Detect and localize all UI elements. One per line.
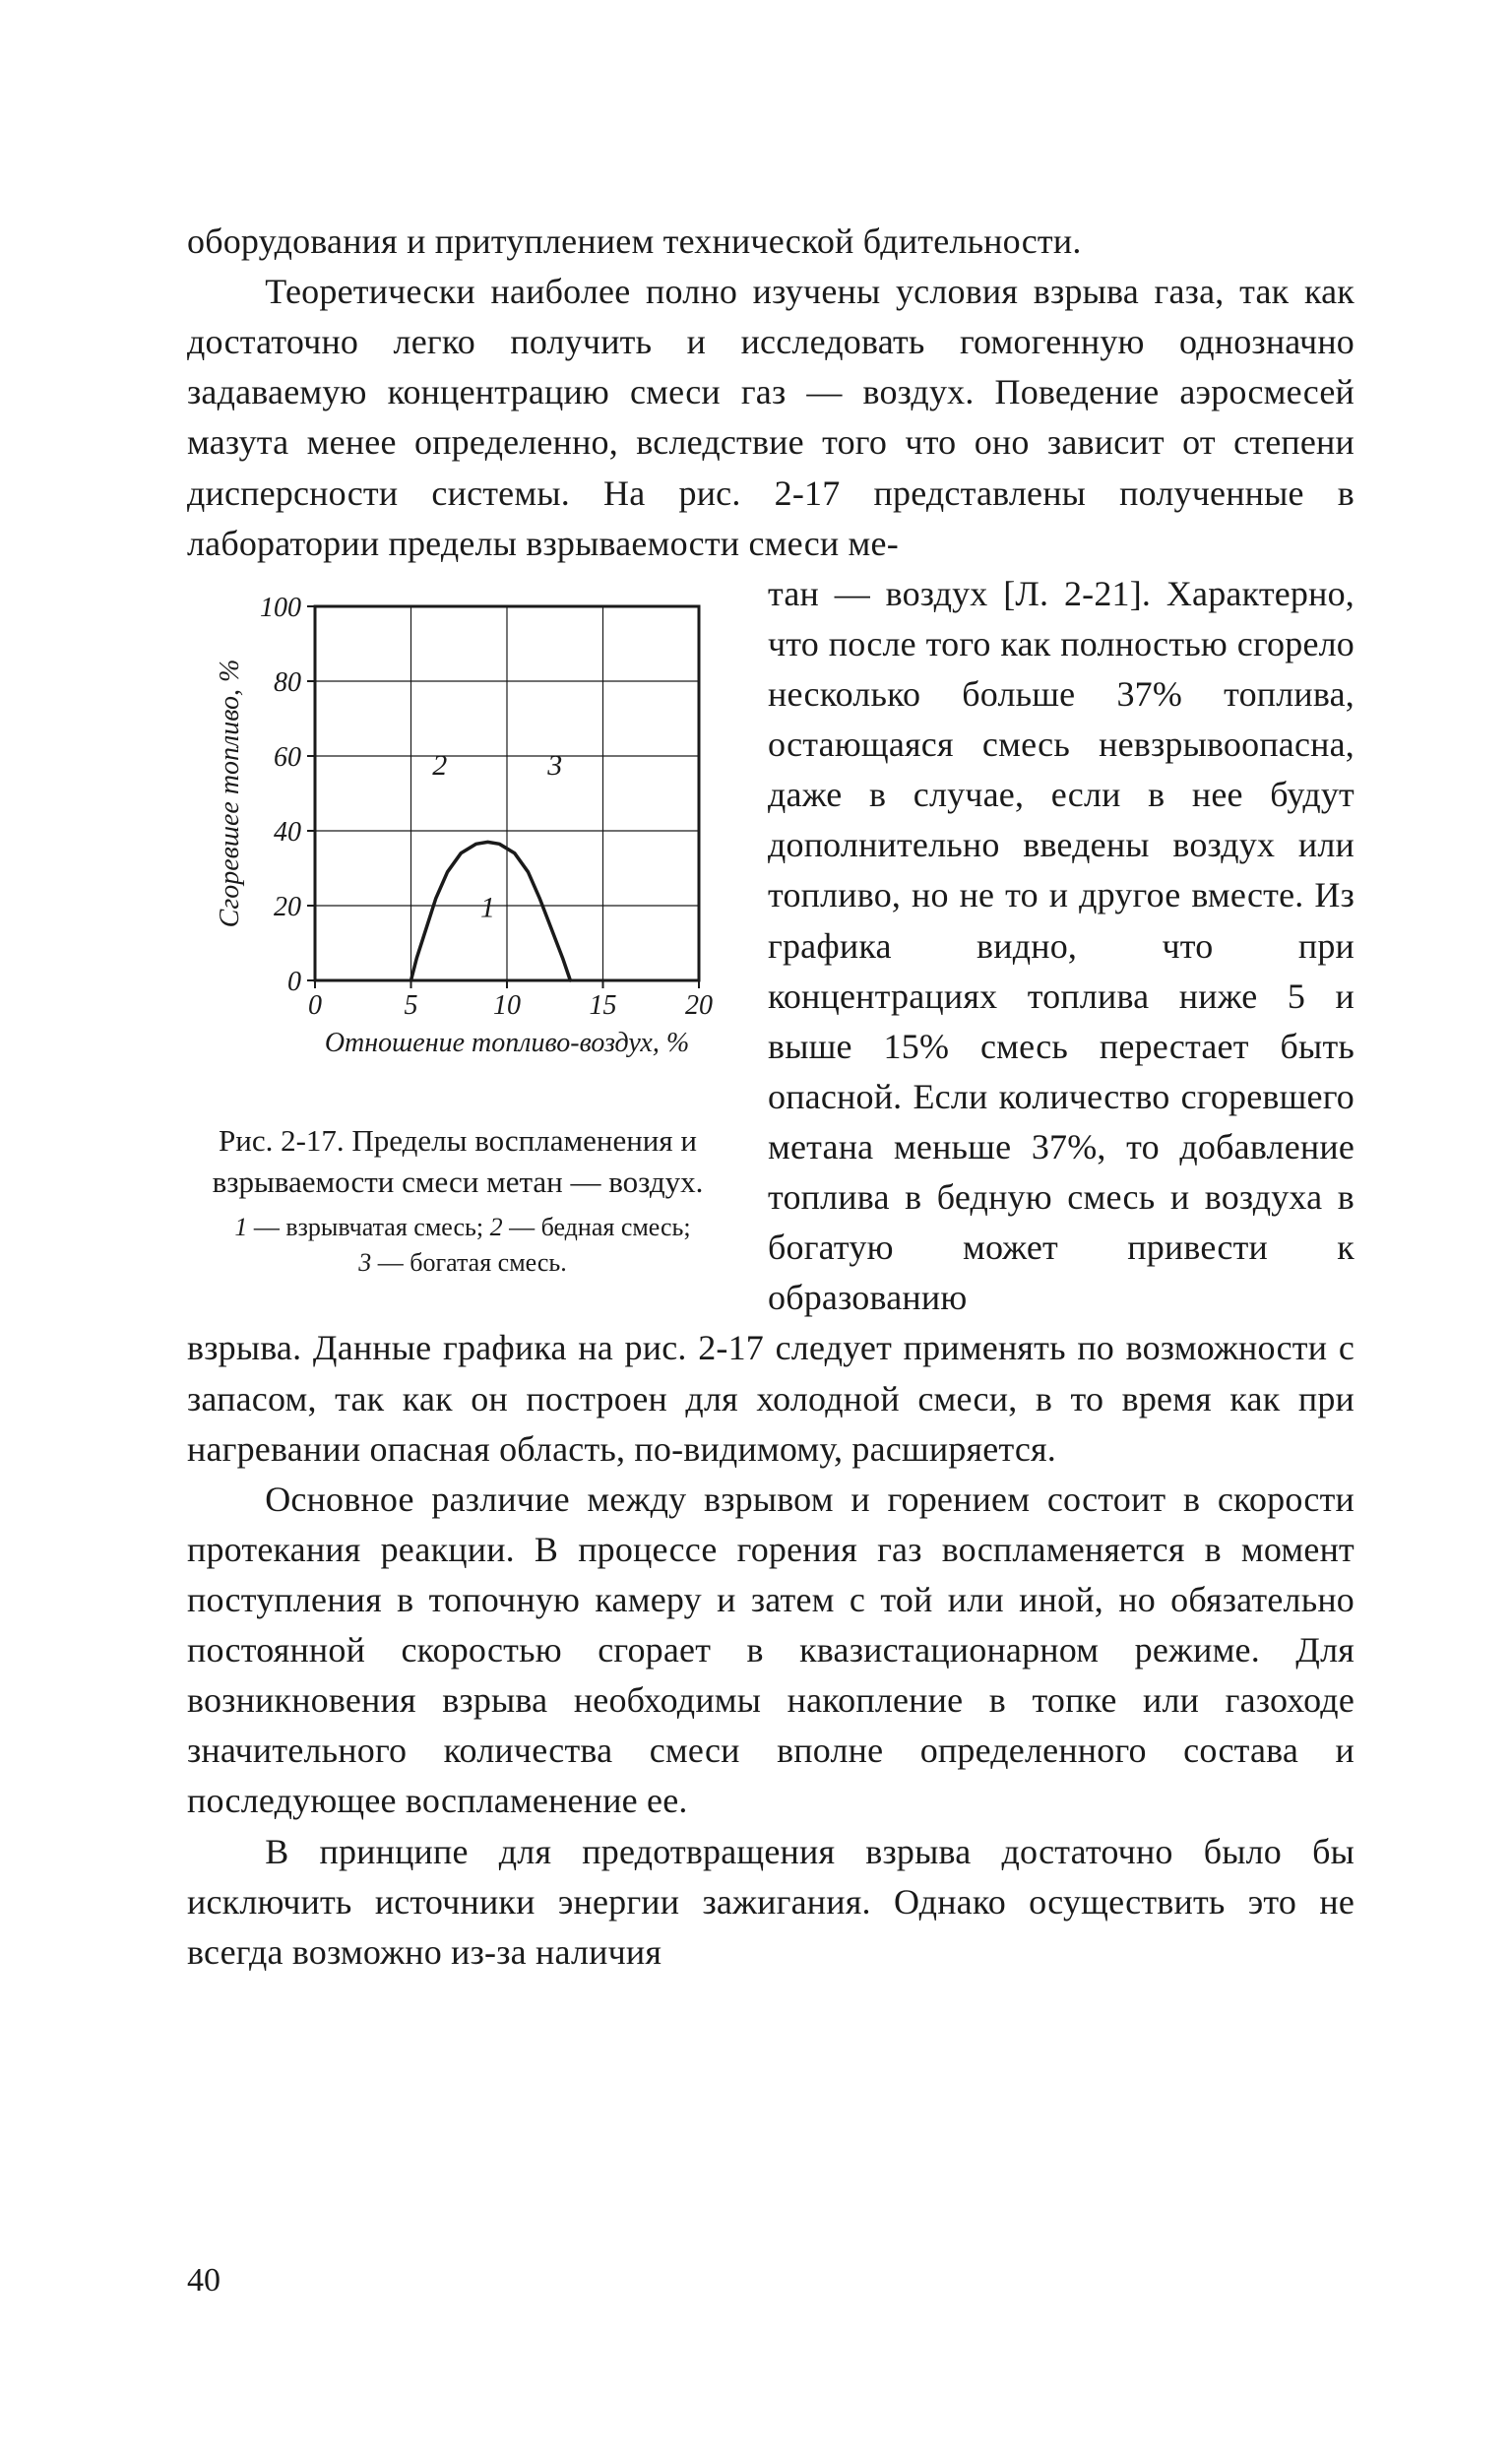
figure-legend: 1 — взрывчатая смесь; 2 — бедная смесь; … (187, 1210, 738, 1279)
figure-2-17: 0 5 10 15 20 0 20 40 60 80 100 1 2 3 Отношение топливо… (187, 577, 738, 1280)
svg-text:1: 1 (480, 891, 495, 923)
paragraph-2a: Теоретически наиболее полно изучены усло… (187, 267, 1354, 569)
svg-text:Сгоревшее топливо, %: Сгоревшее топливо, % (215, 659, 245, 927)
legend-num-1: 1 (234, 1213, 247, 1241)
legend-text-1: — взрывчатая смесь; (247, 1213, 489, 1241)
figure-caption: Рис. 2-17. Пределы воспламенения и взрыв… (187, 1120, 738, 1203)
paragraph-1: оборудования и притуплением технической … (187, 217, 1354, 267)
legend-num-2: 2 (490, 1213, 503, 1241)
legend-text-3: — богатая смесь. (371, 1248, 567, 1277)
svg-text:80: 80 (274, 667, 301, 698)
svg-text:40: 40 (274, 817, 301, 848)
svg-text:Отношение топливо-воздух, %: Отношение топливо-воздух, % (325, 1028, 689, 1058)
svg-text:0: 0 (308, 990, 322, 1021)
paragraph-4: В принципе для предотвращения взрыва дос… (187, 1827, 1354, 1978)
svg-text:0: 0 (287, 967, 301, 997)
paragraph-3: Основное различие между взрывом и горени… (187, 1475, 1354, 1827)
page: оборудования и притуплением технической … (0, 0, 1512, 2457)
svg-text:15: 15 (590, 990, 617, 1021)
svg-text:10: 10 (493, 990, 521, 1021)
svg-text:2: 2 (432, 749, 447, 782)
page-number: 40 (187, 2262, 220, 2300)
svg-text:3: 3 (546, 749, 562, 782)
svg-text:20: 20 (685, 990, 713, 1021)
svg-text:100: 100 (260, 593, 301, 623)
svg-text:60: 60 (274, 742, 301, 773)
text-block-2: взрыва. Данные графика на рис. 2-17 след… (187, 1323, 1354, 1977)
legend-text-2: — бедная смесь; (503, 1213, 691, 1241)
paragraph-2c: взрыва. Данные графика на рис. 2-17 след… (187, 1323, 1354, 1474)
text-block-1: оборудования и притуплением технической … (187, 217, 1354, 569)
chart-svg: 0 5 10 15 20 0 20 40 60 80 100 1 2 3 Отношение топливо… (187, 577, 738, 1108)
svg-text:20: 20 (274, 892, 301, 922)
svg-text:5: 5 (405, 990, 418, 1021)
legend-num-3: 3 (358, 1248, 371, 1277)
